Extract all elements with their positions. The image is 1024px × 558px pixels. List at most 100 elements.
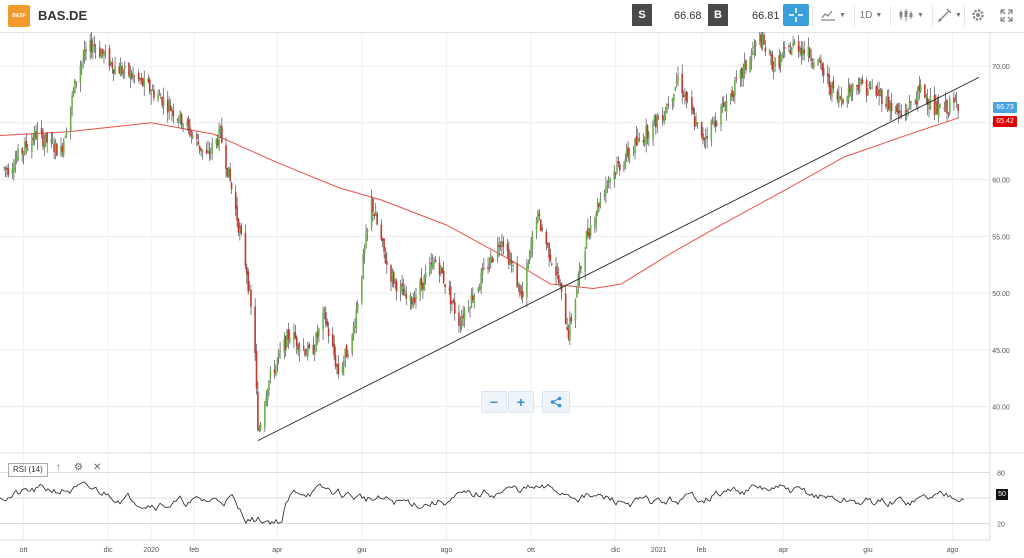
candle-body <box>123 64 126 69</box>
candle-body <box>247 271 249 292</box>
draw-tools-button[interactable]: ▼ <box>936 4 964 26</box>
y-tick-label: 55.00 <box>992 234 1010 241</box>
candle-body <box>112 69 115 74</box>
candle-body <box>521 291 524 298</box>
candle-body <box>452 299 455 302</box>
candle-body <box>603 192 606 197</box>
candle-body <box>50 138 53 143</box>
crosshair-button[interactable] <box>783 4 809 26</box>
candle-body <box>926 98 929 106</box>
candle-body <box>33 130 36 141</box>
candle-body <box>516 263 518 288</box>
candle-body <box>716 123 718 126</box>
candle-body <box>404 290 406 296</box>
candle-body <box>399 285 402 292</box>
candle-body <box>258 428 261 431</box>
candle-body <box>3 167 5 169</box>
close-icon[interactable]: ✕ <box>93 462 102 473</box>
candle-body <box>318 328 320 336</box>
candle-body <box>305 354 308 357</box>
rsi-settings-icon[interactable]: ⚙ <box>74 462 83 473</box>
candle-body <box>656 118 659 126</box>
candle-body <box>667 104 670 106</box>
candle-body <box>886 96 889 108</box>
rsi-indicator-label[interactable]: RSI (14) <box>8 463 48 477</box>
candle-body <box>14 160 17 172</box>
candle-body <box>865 80 868 96</box>
candle-body <box>345 345 348 358</box>
candle-body <box>13 168 15 171</box>
candle-body <box>871 87 873 89</box>
candle-body <box>453 301 456 314</box>
fullscreen-button[interactable] <box>996 4 1016 26</box>
candle-body <box>147 78 150 83</box>
candle-body <box>802 48 804 56</box>
candle-body <box>569 318 571 341</box>
candle-body <box>488 264 491 267</box>
candle-body <box>908 101 911 109</box>
candle-body <box>675 81 678 84</box>
candle-body <box>607 179 610 182</box>
candle-body <box>103 52 105 56</box>
candle-body <box>483 267 485 269</box>
buy-price: 66.81 <box>752 10 780 22</box>
timeframe-dropdown[interactable]: 1D ▼ <box>858 4 884 26</box>
candle-body <box>867 89 869 96</box>
toolbar-divider <box>854 6 855 26</box>
chevron-down-icon: ▼ <box>839 11 846 19</box>
candle-body <box>935 103 937 115</box>
candle-body <box>847 88 850 102</box>
candle-body <box>587 228 589 236</box>
candle-body <box>768 50 771 54</box>
settings-button[interactable] <box>968 4 988 26</box>
candle-body <box>265 397 268 405</box>
candle-body <box>72 90 75 94</box>
candle-body <box>205 150 208 154</box>
move-up-icon[interactable]: ↑ <box>56 462 61 473</box>
candle-body <box>459 324 462 326</box>
candle-body <box>26 148 29 151</box>
candle-body <box>197 141 200 145</box>
candle-body <box>229 168 231 181</box>
candle-body <box>929 96 932 110</box>
share-button[interactable] <box>542 391 570 413</box>
candle-body <box>778 55 781 68</box>
candle-body <box>734 80 736 96</box>
zoom-in-button[interactable]: + <box>508 391 534 413</box>
candle-body <box>799 49 801 53</box>
toolbar-divider <box>890 6 891 26</box>
candle-body <box>99 47 101 57</box>
chart-type-button[interactable]: ▼ <box>818 4 848 26</box>
toolbar-divider <box>932 6 933 26</box>
candle-body <box>169 105 172 111</box>
candle-style-button[interactable]: ▼ <box>896 4 926 26</box>
buy-button[interactable]: B <box>708 4 728 26</box>
candle-body <box>363 247 366 254</box>
candle-body <box>839 96 842 99</box>
candle-body <box>917 86 919 102</box>
candle-body <box>885 103 887 107</box>
candle-body <box>530 245 532 255</box>
toolbar: BASF BAS.DE S 66.68 B 66.81 ▼ 1D ▼ ▼ ▼ <box>0 0 1024 33</box>
candle-body <box>65 131 68 137</box>
candle-body <box>936 100 939 114</box>
candle-body <box>372 198 374 213</box>
toolbar-divider <box>964 6 965 26</box>
candle-body <box>304 349 306 356</box>
candle-body <box>557 275 560 284</box>
candle-body <box>876 89 879 93</box>
candle-body <box>460 318 463 328</box>
candle-body <box>537 211 539 221</box>
candle-body <box>448 288 451 290</box>
sell-button[interactable]: S <box>632 4 652 26</box>
candle-body <box>431 261 434 268</box>
candle-body <box>386 261 388 265</box>
zoom-out-button[interactable]: − <box>481 391 507 413</box>
y-tick-label: 45.00 <box>992 348 1010 355</box>
candle-body <box>283 339 286 352</box>
candle-body <box>832 80 835 89</box>
candle-body <box>255 350 258 389</box>
candle-body <box>645 125 647 143</box>
candle-body <box>838 94 840 104</box>
